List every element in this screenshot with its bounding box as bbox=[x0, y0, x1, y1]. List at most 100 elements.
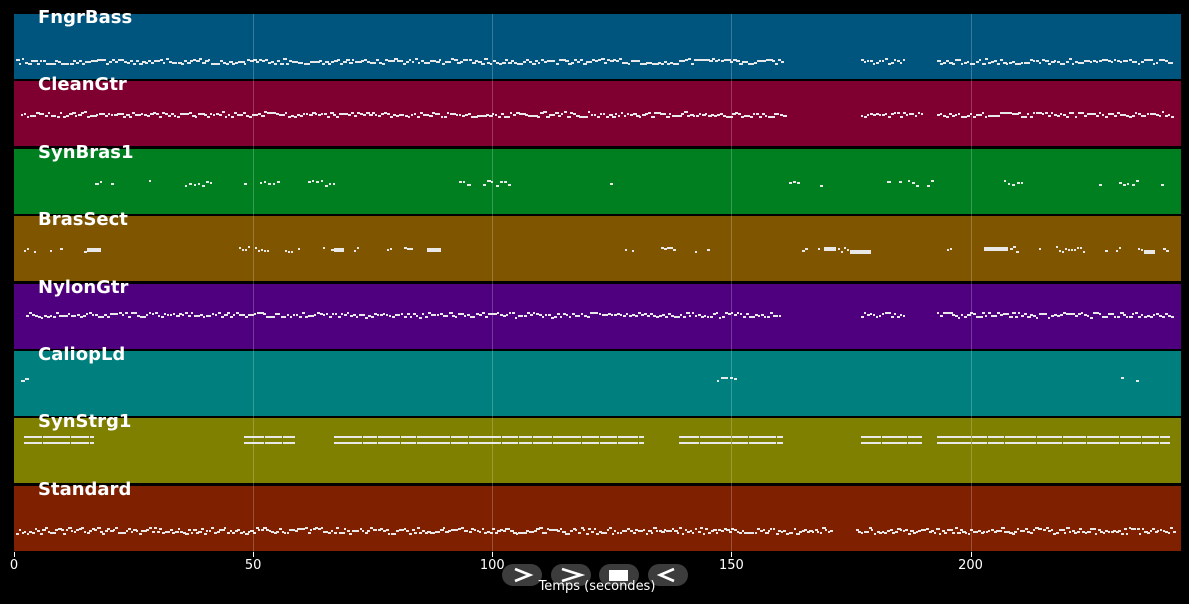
note bbox=[535, 59, 538, 62]
note bbox=[508, 62, 512, 64]
note bbox=[577, 60, 580, 63]
note bbox=[757, 527, 760, 530]
note bbox=[964, 61, 967, 64]
note bbox=[1165, 530, 1169, 533]
note bbox=[94, 59, 98, 62]
stop-button[interactable] bbox=[599, 564, 639, 586]
note bbox=[863, 531, 866, 534]
note bbox=[571, 61, 574, 64]
note bbox=[754, 531, 758, 534]
note bbox=[1009, 316, 1013, 319]
note bbox=[262, 313, 267, 315]
note bbox=[618, 115, 621, 118]
rewind-button[interactable] bbox=[648, 564, 688, 586]
note bbox=[993, 530, 997, 533]
note bbox=[70, 314, 75, 317]
note bbox=[589, 61, 593, 64]
note bbox=[252, 531, 256, 534]
fast-forward-button[interactable] bbox=[551, 564, 591, 586]
note bbox=[1021, 115, 1025, 118]
note bbox=[910, 530, 914, 533]
note bbox=[458, 528, 461, 531]
note bbox=[99, 180, 102, 183]
note bbox=[781, 60, 784, 63]
note bbox=[322, 62, 326, 65]
note bbox=[435, 112, 438, 115]
note bbox=[940, 62, 944, 65]
note bbox=[899, 313, 902, 316]
note bbox=[1027, 530, 1030, 533]
note bbox=[403, 63, 407, 66]
note bbox=[351, 112, 355, 115]
note bbox=[819, 531, 822, 534]
track-label: CaliopLd bbox=[38, 344, 126, 365]
note bbox=[1171, 62, 1174, 65]
note bbox=[250, 530, 254, 533]
note bbox=[24, 530, 27, 533]
note bbox=[490, 313, 494, 316]
note bbox=[896, 315, 900, 318]
note bbox=[958, 316, 961, 319]
note bbox=[86, 531, 91, 534]
note bbox=[688, 58, 691, 61]
note bbox=[1012, 113, 1015, 116]
note bbox=[331, 61, 334, 64]
note bbox=[304, 62, 308, 65]
track-synstrg1 bbox=[14, 418, 1181, 484]
note bbox=[403, 316, 408, 319]
note bbox=[890, 113, 894, 116]
note bbox=[723, 528, 727, 531]
note bbox=[1078, 313, 1081, 316]
note bbox=[94, 313, 98, 316]
note bbox=[1120, 60, 1123, 63]
note bbox=[1036, 316, 1039, 319]
note bbox=[1118, 247, 1122, 250]
note bbox=[967, 532, 971, 535]
note bbox=[171, 113, 175, 116]
note bbox=[1157, 529, 1160, 532]
note bbox=[323, 531, 327, 534]
note bbox=[604, 314, 608, 317]
note bbox=[653, 526, 657, 529]
note bbox=[315, 527, 318, 530]
note bbox=[697, 313, 701, 316]
note bbox=[90, 115, 94, 118]
note bbox=[541, 316, 545, 319]
note bbox=[1126, 532, 1129, 535]
note bbox=[504, 116, 508, 119]
note bbox=[174, 530, 179, 533]
note bbox=[1022, 530, 1025, 533]
play-button[interactable] bbox=[502, 564, 542, 586]
note bbox=[199, 313, 204, 316]
note bbox=[1001, 527, 1005, 530]
note bbox=[927, 184, 931, 187]
note bbox=[72, 111, 76, 114]
note bbox=[749, 435, 777, 439]
note bbox=[320, 527, 323, 530]
note bbox=[905, 113, 908, 116]
note bbox=[1027, 61, 1030, 64]
note bbox=[96, 527, 101, 530]
note bbox=[476, 530, 480, 533]
note bbox=[1066, 313, 1070, 316]
note bbox=[226, 312, 231, 315]
note bbox=[884, 112, 887, 115]
note bbox=[611, 532, 614, 535]
note bbox=[138, 113, 142, 116]
track-fngrbass bbox=[14, 14, 1181, 79]
note bbox=[1147, 314, 1151, 317]
note bbox=[1030, 313, 1034, 316]
note bbox=[226, 62, 230, 65]
note bbox=[362, 529, 365, 532]
note bbox=[964, 316, 968, 319]
note bbox=[724, 58, 728, 61]
note bbox=[586, 315, 591, 318]
note bbox=[397, 59, 401, 62]
note bbox=[937, 441, 971, 445]
note bbox=[216, 531, 221, 534]
note bbox=[967, 60, 970, 63]
note bbox=[481, 62, 485, 65]
note bbox=[502, 441, 518, 445]
note bbox=[893, 58, 897, 61]
note bbox=[532, 62, 536, 65]
